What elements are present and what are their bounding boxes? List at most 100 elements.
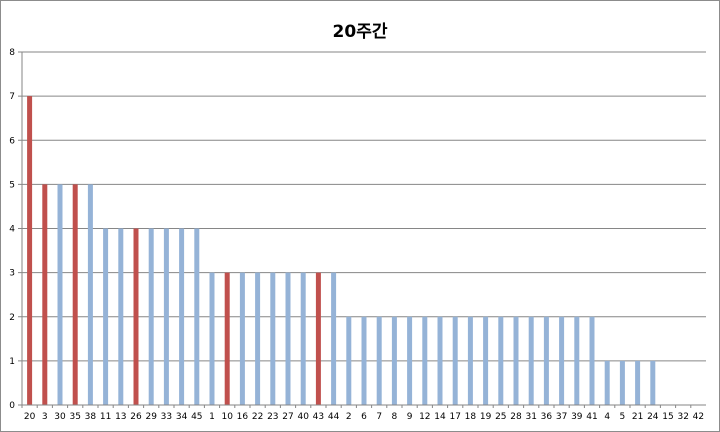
x-tick-label: 38 xyxy=(85,412,97,422)
x-tick-label: 26 xyxy=(130,412,142,422)
bar-33 xyxy=(163,228,169,405)
bar-24 xyxy=(650,360,656,405)
bar-25 xyxy=(498,316,504,405)
bar-35 xyxy=(72,184,78,405)
bar-43 xyxy=(315,272,321,405)
bar-31 xyxy=(528,316,534,405)
bar-22 xyxy=(255,272,261,405)
bar-44 xyxy=(331,272,337,405)
x-tick-label: 2 xyxy=(346,412,352,422)
x-tick-label: 16 xyxy=(237,412,249,422)
bar-7 xyxy=(376,316,382,405)
x-tick-label: 22 xyxy=(252,412,263,422)
x-tick-label: 32 xyxy=(677,412,688,422)
bar-26 xyxy=(133,228,139,405)
bar-4 xyxy=(604,360,610,405)
bar-29 xyxy=(148,228,154,405)
bar-18 xyxy=(467,316,473,405)
x-tick-label: 6 xyxy=(361,412,367,422)
bar-27 xyxy=(285,272,291,405)
x-tick-label: 20 xyxy=(24,412,36,422)
x-tick-label: 35 xyxy=(69,412,80,422)
bar-12 xyxy=(422,316,428,405)
y-tick-label: 4 xyxy=(9,225,15,235)
x-tick-label: 27 xyxy=(282,412,293,422)
chart-title: 20주간 xyxy=(332,22,388,42)
bar-2 xyxy=(346,316,352,405)
bars xyxy=(27,96,656,405)
bar-10 xyxy=(224,272,230,405)
bar-9 xyxy=(407,316,413,405)
x-tick-label: 41 xyxy=(586,412,597,422)
y-tick-label: 3 xyxy=(9,269,15,279)
x-tick-label: 4 xyxy=(604,412,610,422)
x-tick-label: 14 xyxy=(434,412,446,422)
bar-8 xyxy=(391,316,397,405)
x-tick-label: 44 xyxy=(328,412,340,422)
x-tick-label: 17 xyxy=(449,412,460,422)
x-tick-label: 45 xyxy=(191,412,202,422)
x-tick-label: 7 xyxy=(376,412,382,422)
x-tick-label: 11 xyxy=(100,412,111,422)
bar-40 xyxy=(300,272,306,405)
bar-28 xyxy=(513,316,519,405)
bar-20 xyxy=(27,96,33,405)
x-tick-label: 25 xyxy=(495,412,506,422)
x-axis-tick-labels: 20 3 30 35 38 11 13 26 29 33 34 45 1 10 16 22 23 27 40 43 44… xyxy=(21,405,704,422)
bar-3 xyxy=(42,184,48,405)
x-tick-label: 43 xyxy=(313,412,324,422)
bar-11 xyxy=(103,228,109,405)
y-tick-label: 6 xyxy=(9,136,15,146)
bar-37 xyxy=(559,316,565,405)
x-tick-label: 29 xyxy=(145,412,157,422)
x-tick-label: 15 xyxy=(662,412,673,422)
x-tick-label: 36 xyxy=(541,412,553,422)
bar-5 xyxy=(619,360,625,405)
x-tick-label: 42 xyxy=(693,412,704,422)
x-tick-label: 8 xyxy=(392,412,398,422)
bar-13 xyxy=(118,228,124,405)
y-tick-label: 2 xyxy=(9,313,15,323)
x-tick-label: 3 xyxy=(42,412,48,422)
x-tick-label: 13 xyxy=(115,412,126,422)
x-tick-label: 18 xyxy=(465,412,477,422)
y-tick-label: 7 xyxy=(9,92,15,102)
bar-41 xyxy=(589,316,595,405)
x-tick-label: 33 xyxy=(161,412,172,422)
x-tick-label: 10 xyxy=(221,412,233,422)
x-tick-label: 1 xyxy=(209,412,215,422)
x-tick-label: 40 xyxy=(297,412,309,422)
bar-6 xyxy=(361,316,367,405)
x-tick-label: 9 xyxy=(407,412,413,422)
x-tick-label: 21 xyxy=(632,412,643,422)
y-tick-label: 5 xyxy=(9,180,15,190)
x-tick-label: 30 xyxy=(54,412,66,422)
y-tick-label: 0 xyxy=(9,401,15,411)
x-tick-label: 19 xyxy=(480,412,492,422)
x-tick-label: 5 xyxy=(620,412,626,422)
bar-1 xyxy=(209,272,215,405)
x-tick-label: 34 xyxy=(176,412,188,422)
bar-39 xyxy=(574,316,580,405)
bar-16 xyxy=(239,272,245,405)
x-tick-label: 37 xyxy=(556,412,567,422)
x-tick-label: 39 xyxy=(571,412,583,422)
y-tick-label: 8 xyxy=(9,48,15,58)
x-tick-label: 28 xyxy=(510,412,522,422)
y-tick-label: 1 xyxy=(9,357,15,367)
x-tick-label: 12 xyxy=(419,412,430,422)
bar-19 xyxy=(483,316,489,405)
bar-14 xyxy=(437,316,443,405)
bar-30 xyxy=(57,184,63,405)
x-tick-label: 23 xyxy=(267,412,278,422)
bar-34 xyxy=(179,228,185,405)
x-tick-label: 24 xyxy=(647,412,659,422)
y-axis-tick-labels: 0 1 2 3 4 5 6 7 8 xyxy=(9,48,15,411)
bar-36 xyxy=(543,316,549,405)
x-tick-label: 31 xyxy=(525,412,536,422)
bar-21 xyxy=(635,360,641,405)
bar-38 xyxy=(87,184,93,405)
bar-23 xyxy=(270,272,276,405)
bar-45 xyxy=(194,228,200,405)
